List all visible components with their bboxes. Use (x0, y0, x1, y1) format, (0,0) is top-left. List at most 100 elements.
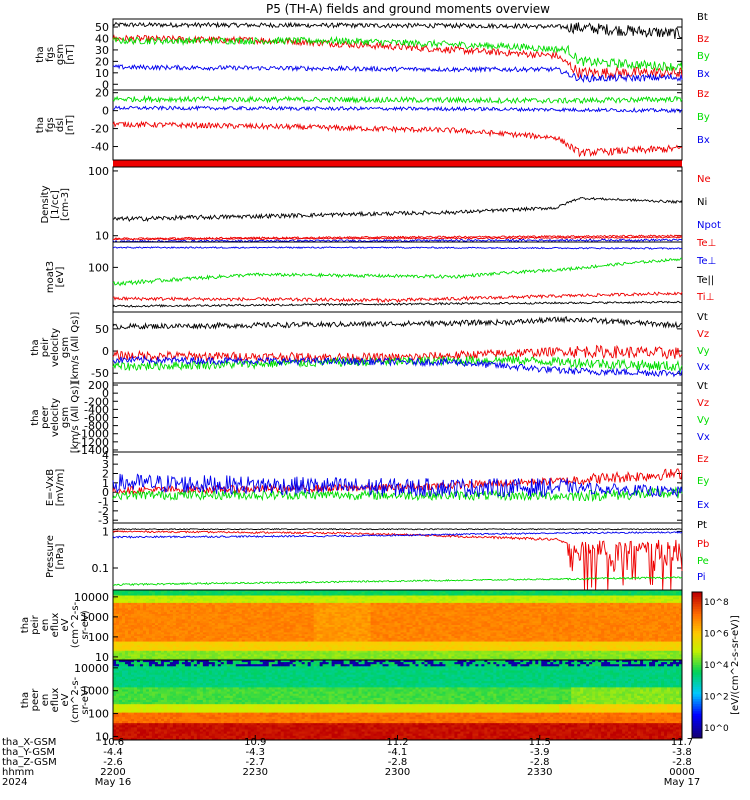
spectrogram-cell (205, 612, 210, 615)
spectrogram-cell (379, 599, 383, 602)
spectrogram-cell (604, 591, 608, 595)
spectrogram-cell (424, 593, 428, 596)
spectrogram-cell (469, 601, 473, 604)
spectrogram-cell (559, 617, 563, 620)
spectrogram-cell (535, 628, 539, 631)
spectrogram-cell (430, 619, 434, 622)
legend-By: By (697, 112, 710, 123)
spectrogram-cell (511, 621, 515, 624)
spectrogram-cell (211, 636, 216, 639)
spectrogram-cell (439, 601, 443, 604)
spectrogram-cell (259, 606, 264, 609)
spectrogram-cell (400, 590, 404, 593)
spectrogram-cell (319, 608, 324, 611)
spectrogram-cell (673, 591, 677, 595)
spectrogram-cell (376, 595, 380, 598)
spectrogram-cell (193, 613, 198, 617)
spectrogram-cell (457, 591, 461, 595)
spectrogram-cell (565, 626, 569, 630)
spectrogram-cell (382, 621, 386, 624)
spectrogram-cell (460, 599, 464, 602)
spectrogram-cell (388, 604, 392, 607)
spectrogram-cell (214, 615, 219, 619)
spectrogram-cell (193, 615, 198, 619)
spectrogram-cell (316, 625, 321, 628)
spectrogram-cell (550, 612, 554, 615)
spectrogram-cell (475, 597, 479, 600)
spectrogram-cell (370, 608, 374, 611)
spectrogram-cell (670, 610, 674, 613)
spectrogram-cell (190, 630, 195, 633)
spectrogram-cell (673, 632, 677, 635)
spectrogram-cell (148, 608, 153, 611)
spectrogram-cell (502, 615, 506, 619)
spectrogram-cell (271, 625, 276, 628)
spectrogram-cell (277, 604, 282, 607)
spectrogram-cell (286, 626, 291, 630)
spectrogram-cell (634, 597, 638, 600)
spectrogram-cell (469, 623, 473, 626)
spectrogram-cell (220, 595, 225, 598)
spectrogram-cell (211, 599, 216, 602)
spectrogram-cell (541, 597, 545, 600)
spectrogram-cell (565, 625, 569, 628)
spectrogram-cell (658, 623, 662, 626)
spectrogram-cell (187, 613, 192, 617)
spectrogram-cell (592, 623, 596, 626)
spectrogram-cell (379, 602, 383, 606)
spectrogram-cell (154, 613, 159, 617)
spectrogram-cell (157, 628, 162, 631)
spectrogram-cell (538, 604, 542, 607)
spectrogram-cell (391, 610, 395, 613)
spectrogram-cell (388, 595, 392, 598)
spectrogram-cell (661, 626, 665, 630)
spectrogram-cell (628, 630, 632, 633)
spectrogram-cell (643, 597, 647, 600)
spectrogram-cell (616, 604, 620, 607)
spectrogram-cell (616, 599, 620, 602)
spectrogram-cell (139, 608, 144, 611)
spectrogram-cell (646, 597, 650, 600)
spectrogram-cell (613, 597, 617, 600)
spectrogram-cell (295, 626, 300, 630)
spectrogram-cell (232, 606, 237, 609)
spectrogram-cell (211, 617, 216, 620)
spectrogram-cell (172, 604, 177, 607)
spectrogram-cell (226, 590, 231, 593)
spectrogram-cell (442, 621, 446, 624)
spectrogram-cell (427, 621, 431, 624)
spectrogram-cell (604, 590, 608, 593)
spectrogram-cell (304, 613, 309, 617)
spectrogram-cell (574, 626, 578, 630)
spectrogram-cell (595, 593, 599, 596)
spectrogram-cell (406, 590, 410, 593)
spectrogram-cell (145, 636, 150, 639)
spectrogram-cell (664, 634, 668, 637)
spectrogram-cell (493, 625, 497, 628)
spectrogram-cell (481, 593, 485, 596)
spectrogram-cell (412, 602, 416, 606)
spectrogram-cell (601, 604, 605, 607)
spectrogram-cell (499, 628, 503, 631)
spectrogram-cell (340, 608, 344, 611)
spectrogram-cell (262, 615, 267, 619)
spectrogram-cell (550, 626, 554, 630)
spectrogram-cell (484, 595, 488, 598)
spectrogram-cell (619, 599, 623, 602)
spectrogram-cell (508, 606, 512, 609)
spectrogram-cell (271, 612, 276, 615)
spectrogram-cell (406, 612, 410, 615)
spectrogram-cell (619, 604, 623, 607)
spectrogram-cell (163, 630, 168, 633)
spectrogram-cell (496, 599, 500, 602)
spectrogram-cell (259, 612, 264, 615)
spectrogram-cell (634, 608, 638, 611)
spectrogram-cell (409, 606, 413, 609)
spectrogram-cell (640, 623, 644, 626)
spectrogram-cell (113, 621, 117, 624)
spectrogram-cell (592, 590, 596, 593)
spectrogram-cell (445, 590, 449, 593)
spectrogram-cell (151, 612, 156, 615)
spectrogram-cell (436, 632, 440, 635)
spectrogram-cell (463, 601, 467, 604)
